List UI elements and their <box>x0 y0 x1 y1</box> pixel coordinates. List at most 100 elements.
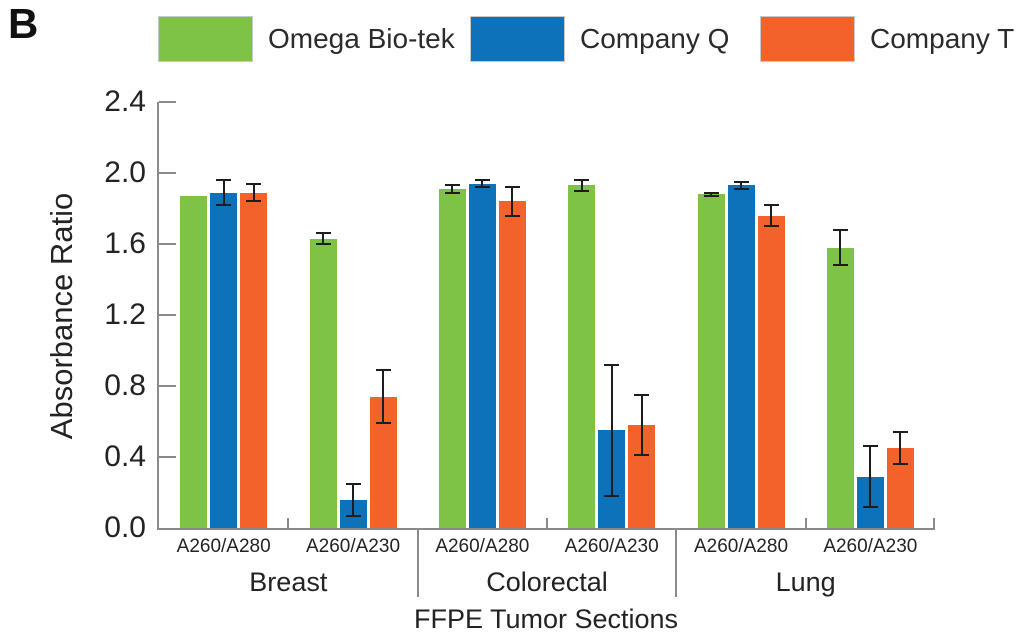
bar-omega-bio-tek-a260-a230 <box>568 185 596 528</box>
y-tick-label: 2.4 <box>104 85 146 118</box>
error-bar-cap-top <box>444 184 460 187</box>
legend-swatch-company-t <box>760 16 855 62</box>
error-bar-cap-top <box>832 228 848 231</box>
legend-item-company-q: Company Q <box>470 16 729 62</box>
y-tick-mark <box>159 385 176 387</box>
panel-label: B <box>8 0 39 47</box>
error-bar-stem <box>770 204 772 227</box>
error-bar-stem <box>511 187 514 216</box>
error-bar-cap-top <box>862 445 878 448</box>
error-bar-cap-top <box>216 179 232 182</box>
bar-company-q-a260-a280 <box>727 185 755 528</box>
error-bar-cap-top <box>604 363 620 366</box>
category-label: A260/A280 <box>435 536 530 557</box>
y-tick-mark <box>159 243 176 245</box>
error-bar-cap-top <box>504 186 520 189</box>
error-bar-stem <box>899 432 902 465</box>
bar-omega-bio-tek-a260-a230 <box>826 247 854 528</box>
y-tick-mark <box>159 101 176 103</box>
subgroup-tick <box>546 518 548 529</box>
error-bar-cap-bottom <box>703 195 719 198</box>
group-label: Colorectal <box>486 567 608 597</box>
error-bar-cap-top <box>574 179 590 182</box>
category-label: A260/A230 <box>564 536 659 557</box>
bar-omega-bio-tek-a260-a280 <box>438 188 466 528</box>
y-tick-label: 2.0 <box>104 156 146 189</box>
bar-company-t-a260-a280 <box>498 201 526 528</box>
y-tick-label: 1.6 <box>104 227 146 260</box>
error-bar-stem <box>580 180 583 191</box>
category-label: A260/A230 <box>823 536 918 557</box>
error-bar-stem <box>710 192 712 197</box>
error-bar-cap-bottom <box>733 187 749 190</box>
error-bar-stem <box>222 180 225 205</box>
error-bar-stem <box>740 181 742 189</box>
error-bar-cap-top <box>246 182 262 185</box>
error-bar-cap-bottom <box>216 203 232 206</box>
error-bar-stem <box>610 364 613 497</box>
y-tick-mark <box>159 172 176 174</box>
error-bar-cap-top <box>634 393 650 396</box>
group-label: Lung <box>775 567 836 597</box>
x-axis-line <box>157 528 935 530</box>
group-divider <box>416 528 419 597</box>
error-bar-stem <box>481 180 484 188</box>
error-bar-cap-bottom <box>474 186 490 189</box>
error-bar-cap-top <box>892 431 908 434</box>
bar-omega-bio-tek-a260-a230 <box>309 238 337 528</box>
error-bar-cap-top <box>315 232 331 235</box>
y-axis-title: Absorbance Ratio <box>44 192 79 440</box>
legend-item-omega: Omega Bio-tek <box>158 16 455 62</box>
error-bar-cap-bottom <box>763 225 779 228</box>
bar-company-q-a260-a280 <box>468 183 496 528</box>
subgroup-tick <box>804 518 807 529</box>
error-bar-stem <box>352 483 354 516</box>
error-bar-stem <box>640 394 643 456</box>
error-bar-stem <box>839 229 842 266</box>
error-bar-cap-bottom <box>634 454 650 457</box>
y-tick-label: 0.4 <box>104 440 146 473</box>
error-bar-cap-bottom <box>892 463 908 466</box>
error-bar-cap-top <box>763 203 779 206</box>
axis-end-tick <box>933 518 935 529</box>
x-axis-title: FFPE Tumor Sections <box>413 604 679 634</box>
y-tick-label: 0.0 <box>104 511 146 544</box>
error-bar-stem <box>451 185 454 193</box>
y-tick-label: 0.8 <box>104 369 146 402</box>
y-tick-label: 1.2 <box>104 298 146 331</box>
legend-swatch-company-q <box>470 16 565 62</box>
error-bar-stem <box>382 370 384 424</box>
bar-company-q-a260-a280 <box>210 192 238 528</box>
error-bar-stem <box>252 183 255 202</box>
error-bar-cap-top <box>733 180 749 183</box>
error-bar-cap-top <box>375 369 391 372</box>
bar-omega-bio-tek-a260-a280 <box>180 196 208 528</box>
group-divider <box>675 528 678 597</box>
legend-label-company-q: Company Q <box>580 23 730 54</box>
error-bar-stem <box>322 233 324 244</box>
legend-item-company-t: Company T <box>760 16 1014 62</box>
error-bar-stem <box>869 446 872 507</box>
error-bar-cap-bottom <box>246 200 262 203</box>
error-bar-cap-bottom <box>345 514 361 517</box>
category-label: A260/A230 <box>305 536 401 557</box>
y-axis-line <box>157 102 159 530</box>
legend-swatch-omega <box>158 16 253 62</box>
y-tick-mark <box>159 314 176 316</box>
error-bar-cap-bottom <box>832 264 848 267</box>
error-bar-cap-bottom <box>375 422 391 425</box>
legend-label-omega: Omega Bio-tek <box>268 23 455 54</box>
error-bar-cap-bottom <box>504 214 520 217</box>
error-bar-cap-bottom <box>574 189 590 192</box>
bar-company-t-a260-a280 <box>757 215 785 528</box>
category-label: A260/A280 <box>693 536 789 557</box>
error-bar-cap-top <box>474 179 490 182</box>
y-tick-mark <box>159 456 176 458</box>
bar-company-t-a260-a280 <box>240 192 268 528</box>
error-bar-cap-bottom <box>604 495 620 498</box>
legend-label-company-t: Company T <box>870 23 1015 54</box>
error-bar-cap-bottom <box>315 243 331 245</box>
category-label: A260/A280 <box>176 536 271 557</box>
error-bar-cap-bottom <box>444 191 460 194</box>
